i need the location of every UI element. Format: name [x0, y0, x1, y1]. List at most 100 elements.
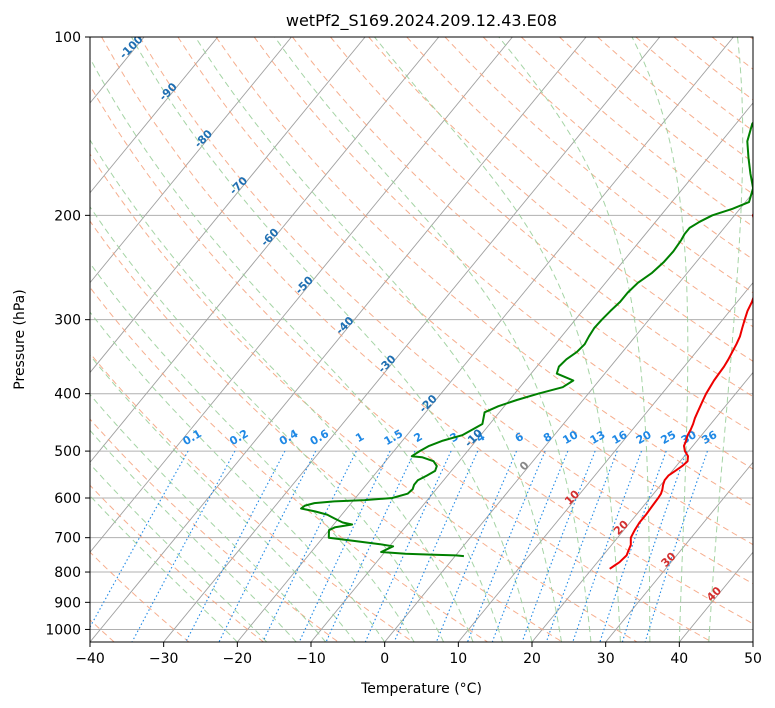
mixing-ratio-line — [298, 450, 391, 642]
mixing-ratio-label: 0.4 — [277, 427, 301, 448]
y-tick-label: 700 — [54, 531, 81, 547]
mixing-ratio-label: 13 — [588, 428, 608, 447]
moist-adiabat-line — [90, 495, 238, 642]
isotherm-label: -70 — [227, 174, 250, 197]
x-tick-label: −10 — [296, 651, 326, 667]
dewpoint-profile-line — [300, 121, 753, 558]
y-tick-label: 200 — [54, 208, 81, 224]
isotherm-line — [531, 371, 753, 642]
y-tick-label: 300 — [54, 313, 81, 329]
isotherm-line — [90, 37, 440, 464]
mixing-ratio-line — [545, 450, 618, 642]
dry-adiabat-line — [215, 37, 753, 507]
isotherm-label: 40 — [704, 584, 724, 604]
y-tick-label: 500 — [54, 444, 81, 460]
mixing-ratio-label: 1 — [353, 430, 366, 445]
isotherm-label: 20 — [611, 517, 631, 537]
x-tick-label: 10 — [449, 651, 467, 667]
x-tick-label: 0 — [380, 651, 389, 667]
mixing-ratio-line — [466, 450, 546, 642]
isotherm-label: 10 — [562, 487, 582, 507]
x-axis-label: Temperature (°C) — [360, 681, 482, 697]
moist-adiabat-line — [90, 311, 386, 642]
mixing-ratio-line — [218, 450, 317, 642]
isotherm-line — [90, 37, 513, 553]
dry-adiabat-line — [177, 37, 753, 546]
dry-adiabat-line — [90, 286, 488, 642]
isotherm-line — [163, 37, 661, 642]
mixing-ratio-label: 25 — [658, 428, 678, 447]
dry-adiabat-line — [90, 84, 712, 642]
mixing-ratio-label: 6 — [513, 430, 526, 445]
dry-adiabat-line — [90, 551, 190, 642]
dry-adiabat-line — [368, 37, 753, 362]
isotherm-label: -90 — [157, 80, 180, 103]
dry-adiabat-line — [90, 484, 264, 642]
dry-adiabat-line — [444, 37, 753, 294]
mixing-ratio-line — [325, 450, 416, 642]
isotherm-label: -30 — [375, 352, 398, 375]
mixing-ratio-line — [491, 450, 569, 642]
isotherm-label: -80 — [192, 127, 215, 150]
mixing-ratio-line — [131, 450, 236, 642]
mixing-ratio-line — [393, 450, 479, 642]
moist-adiabat-line — [90, 205, 445, 642]
isotherm-line — [90, 37, 292, 284]
isotherm-label: 30 — [659, 549, 679, 569]
y-tick-label: 100 — [54, 30, 81, 46]
y-tick-label: 1000 — [45, 622, 81, 638]
isotherm-label: -60 — [258, 226, 281, 249]
moist-adiabat-line — [90, 393, 327, 642]
isotherm-label: -40 — [333, 314, 356, 337]
mixing-ratio-label: 0.2 — [227, 427, 250, 448]
moist-adiabat-line — [274, 37, 592, 642]
moist-adiabat-line — [90, 463, 268, 642]
y-tick-label: 600 — [54, 491, 81, 507]
y-tick-label: 900 — [54, 595, 81, 611]
mixing-ratio-line — [521, 450, 596, 642]
x-tick-label: 40 — [670, 651, 688, 667]
isotherm-line — [752, 641, 753, 642]
mixing-ratio-line — [262, 450, 357, 642]
mixing-ratio-label: 2 — [412, 430, 425, 445]
mixing-ratio-label: 16 — [610, 428, 630, 447]
chart-title: wetPf2_S169.2024.209.12.43.E08 — [286, 11, 557, 31]
y-tick-label: 800 — [54, 565, 81, 581]
isotherm-line — [90, 37, 219, 194]
mixing-ratio-line — [90, 450, 189, 629]
x-tick-label: 20 — [523, 651, 541, 667]
moist-adiabat-line — [90, 354, 356, 642]
dry-adiabat-line — [90, 418, 339, 642]
moist-adiabat-line — [90, 429, 297, 642]
dry-adiabat-line — [330, 37, 753, 398]
mixing-ratio-label: 0.6 — [308, 427, 332, 448]
dry-adiabat-line — [90, 220, 563, 642]
mixing-ratio-line — [644, 450, 708, 642]
moist-adiabat-line — [90, 262, 415, 642]
mixing-ratio-line — [572, 450, 643, 642]
mixing-ratio-line — [621, 450, 688, 642]
moist-adiabat-line — [194, 37, 562, 642]
isotherm-line — [90, 37, 587, 642]
y-tick-label: 400 — [54, 387, 81, 403]
x-tick-label: −40 — [75, 651, 105, 667]
isotherm-label: -20 — [417, 392, 440, 415]
dry-adiabat-line — [253, 37, 753, 470]
dry-adiabat-line — [711, 37, 753, 70]
dry-adiabat-line — [292, 37, 753, 433]
mixing-ratio-label: 1.5 — [382, 427, 405, 448]
isotherm-line — [457, 281, 753, 642]
dry-adiabat-line — [139, 37, 753, 585]
mixing-ratio-line — [435, 450, 518, 642]
moist-adiabat-line — [708, 37, 744, 642]
mixing-ratio-line — [185, 450, 286, 642]
dry-adiabat-line — [635, 37, 753, 132]
x-tick-label: −20 — [223, 651, 253, 667]
isotherm-line — [236, 37, 734, 642]
isotherm-line — [90, 37, 366, 374]
plot-frame — [89, 36, 754, 643]
moist-adiabat-line — [631, 37, 689, 642]
isotherm-line — [678, 551, 753, 642]
dry-adiabat-line — [749, 37, 753, 40]
